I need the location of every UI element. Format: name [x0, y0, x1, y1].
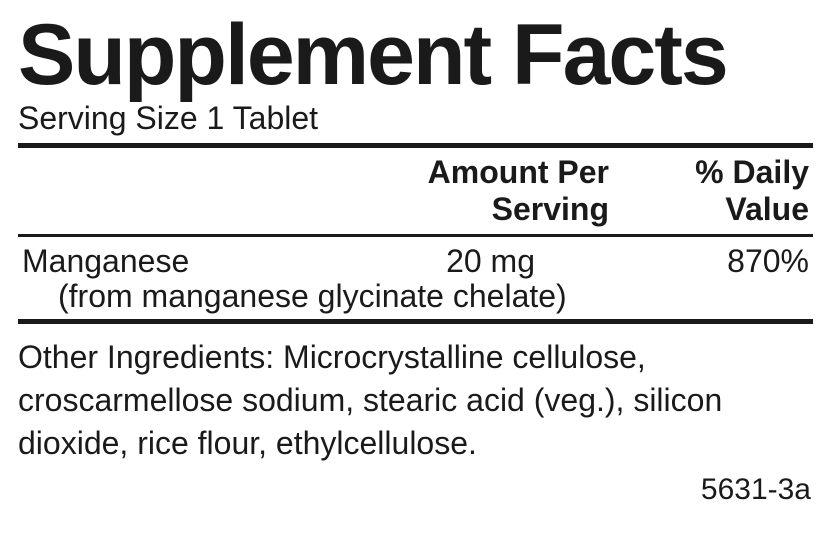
product-code: 5631-3a — [18, 473, 813, 507]
other-ingredients-label: Other Ingredients: — [18, 339, 274, 375]
rule-bottom — [18, 319, 813, 324]
header-dv-line2: Value — [725, 191, 809, 227]
serving-size: Serving Size 1 Tablet — [18, 100, 813, 137]
column-headers: Amount Per Serving % Daily Value — [18, 148, 813, 234]
header-amount-line2: Serving — [492, 191, 609, 227]
header-dv-line1: % Daily — [695, 154, 809, 190]
supplement-facts-panel: Supplement Facts Serving Size 1 Tablet A… — [18, 12, 813, 507]
row-main-line: Manganese 20 mg 870% — [22, 243, 809, 280]
panel-title: Supplement Facts — [18, 12, 813, 98]
other-ingredients: Other Ingredients: Microcrystalline cell… — [18, 336, 813, 466]
header-daily-value: % Daily Value — [609, 154, 809, 228]
header-amount-line1: Amount Per — [428, 154, 609, 190]
nutrient-name: Manganese — [22, 243, 349, 280]
nutrient-dv: 870% — [609, 243, 809, 280]
header-amount: Amount Per Serving — [349, 154, 609, 228]
table-row: Manganese 20 mg 870% (from manganese gly… — [18, 237, 813, 319]
nutrient-amount: 20 mg — [349, 243, 609, 280]
nutrient-source-note: (from manganese glycinate chelate) — [22, 278, 809, 315]
